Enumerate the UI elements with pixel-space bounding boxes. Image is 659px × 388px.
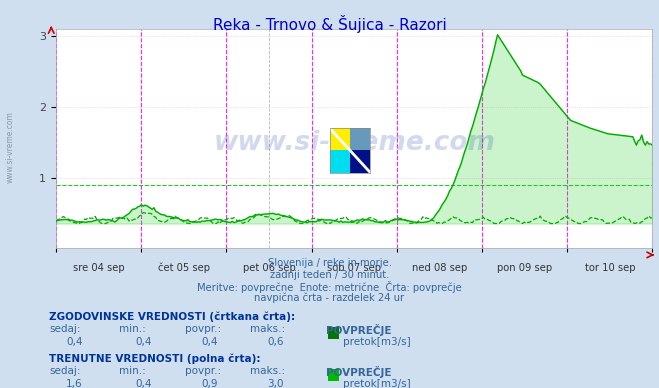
Text: TRENUTNE VREDNOSTI (polna črta):: TRENUTNE VREDNOSTI (polna črta): (49, 353, 261, 364)
Text: 0,9: 0,9 (201, 379, 217, 388)
Text: sedaj:: sedaj: (49, 324, 81, 334)
Text: maks.:: maks.: (250, 366, 285, 376)
Text: 0,4: 0,4 (135, 379, 152, 388)
Text: ned 08 sep: ned 08 sep (412, 263, 467, 272)
Text: čet 05 sep: čet 05 sep (158, 263, 210, 273)
Bar (330, 128, 350, 150)
Text: sedaj:: sedaj: (49, 366, 81, 376)
Bar (350, 150, 370, 173)
Text: 0,6: 0,6 (267, 337, 283, 347)
Text: povpr.:: povpr.: (185, 366, 221, 376)
Text: pretok[m3/s]: pretok[m3/s] (343, 379, 411, 388)
Text: min.:: min.: (119, 324, 146, 334)
Text: povpr.:: povpr.: (185, 324, 221, 334)
Text: pet 06 sep: pet 06 sep (243, 263, 295, 272)
Text: 0,4: 0,4 (201, 337, 217, 347)
Text: Meritve: povprečne  Enote: metrične  Črta: povprečje: Meritve: povprečne Enote: metrične Črta:… (197, 281, 462, 293)
Text: www.si-vreme.com: www.si-vreme.com (5, 111, 14, 184)
Text: 3,0: 3,0 (267, 379, 283, 388)
Text: sre 04 sep: sre 04 sep (72, 263, 125, 272)
Bar (350, 128, 370, 150)
Text: pon 09 sep: pon 09 sep (497, 263, 552, 272)
Text: pretok[m3/s]: pretok[m3/s] (343, 337, 411, 347)
Text: POVPREČJE: POVPREČJE (326, 324, 391, 336)
Text: Reka - Trnovo & Šujica - Razori: Reka - Trnovo & Šujica - Razori (213, 15, 446, 33)
Text: tor 10 sep: tor 10 sep (585, 263, 635, 272)
Text: Slovenija / reke in morje.: Slovenija / reke in morje. (268, 258, 391, 268)
Text: navpična črta - razdelek 24 ur: navpična črta - razdelek 24 ur (254, 293, 405, 303)
Bar (330, 150, 350, 173)
Text: 1,6: 1,6 (66, 379, 82, 388)
Text: www.si-vreme.com: www.si-vreme.com (214, 130, 495, 156)
Text: 0,4: 0,4 (135, 337, 152, 347)
Text: sob 07 sep: sob 07 sep (328, 263, 381, 272)
Text: maks.:: maks.: (250, 324, 285, 334)
Text: min.:: min.: (119, 366, 146, 376)
Text: zadnji teden / 30 minut.: zadnji teden / 30 minut. (270, 270, 389, 280)
Text: POVPREČJE: POVPREČJE (326, 366, 391, 378)
Text: ZGODOVINSKE VREDNOSTI (črtkana črta):: ZGODOVINSKE VREDNOSTI (črtkana črta): (49, 311, 295, 322)
Text: 0,4: 0,4 (66, 337, 82, 347)
